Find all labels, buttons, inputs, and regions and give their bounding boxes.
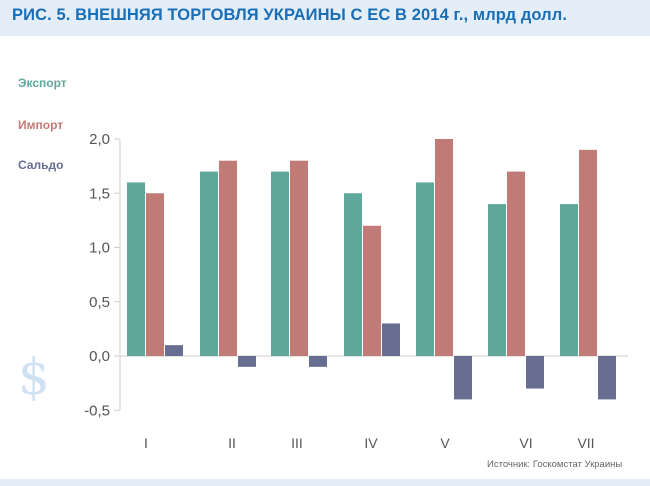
saldo-bar — [598, 356, 616, 400]
x-category-label: VII — [577, 435, 594, 451]
y-tick-label: 1,5 — [89, 185, 110, 202]
export-bar — [488, 204, 506, 356]
saldo-bar — [238, 356, 256, 367]
y-tick-label: 0,0 — [89, 348, 110, 365]
bottom-bar — [0, 479, 650, 486]
x-category-label: V — [440, 435, 450, 451]
saldo-bar — [382, 323, 400, 356]
import-bar — [507, 171, 525, 356]
y-tick-label: 2,0 — [89, 131, 110, 148]
dollar-icon: $ — [18, 348, 50, 406]
export-bar — [271, 171, 289, 356]
saldo-bar — [309, 356, 327, 367]
saldo-bar — [454, 356, 472, 400]
import-bar — [435, 139, 453, 356]
import-bar — [219, 160, 237, 356]
source-note: Источник: Госкомстат Украины — [487, 459, 623, 470]
export-bar — [127, 182, 145, 356]
title-bar: РИС. 5. ВНЕШНЯЯ ТОРГОВЛЯ УКРАИНЫ С ЕС В … — [0, 0, 650, 36]
export-bar — [560, 204, 578, 356]
import-bar — [579, 149, 597, 356]
y-tick-label: 0,5 — [89, 294, 110, 311]
y-tick-label: -0,5 — [84, 402, 110, 419]
import-bar — [290, 160, 308, 356]
legend-import: Импорт — [18, 118, 64, 132]
x-category-label: II — [228, 435, 236, 451]
import-bar — [146, 193, 164, 356]
export-bar — [200, 171, 218, 356]
y-tick-label: 1,0 — [89, 240, 110, 257]
x-category-label: VI — [519, 435, 532, 451]
legend-saldo: Сальдо — [18, 158, 64, 172]
export-bar — [344, 193, 362, 356]
x-category-label: III — [291, 435, 303, 451]
chart-title: РИС. 5. ВНЕШНЯЯ ТОРГОВЛЯ УКРАИНЫ С ЕС В … — [12, 6, 568, 24]
export-bar — [416, 182, 434, 356]
legend-export: Экспорт — [18, 76, 67, 90]
x-category-label: I — [144, 435, 148, 451]
x-category-label: IV — [364, 435, 378, 451]
import-bar — [363, 225, 381, 356]
saldo-bar — [526, 356, 544, 389]
saldo-bar — [165, 345, 183, 356]
